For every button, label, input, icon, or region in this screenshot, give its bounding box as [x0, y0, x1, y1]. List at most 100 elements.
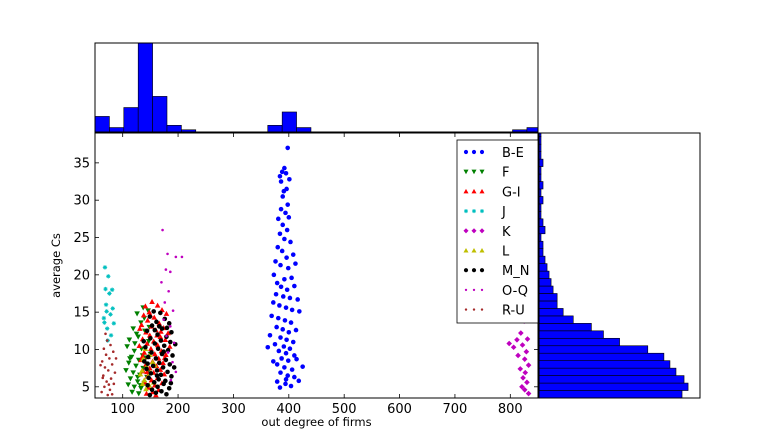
data-point	[525, 390, 532, 397]
data-point	[138, 322, 145, 328]
data-point	[154, 373, 160, 378]
data-point	[152, 351, 158, 357]
data-point	[171, 309, 175, 312]
data-point	[154, 368, 160, 373]
data-point	[157, 333, 164, 340]
data-point	[166, 321, 172, 326]
data-point	[289, 307, 295, 313]
data-point	[285, 358, 291, 363]
legend-marker	[464, 308, 468, 311]
data-point	[155, 384, 160, 390]
data-point	[160, 360, 166, 366]
data-point	[272, 341, 278, 347]
data-point	[104, 309, 109, 314]
data-point	[137, 371, 144, 377]
data-point	[154, 319, 159, 325]
data-point	[145, 354, 151, 360]
right-hist-bar	[538, 240, 544, 250]
data-point	[110, 363, 114, 366]
data-point	[133, 331, 140, 337]
data-point	[167, 289, 170, 293]
data-point	[109, 287, 115, 292]
top-hist-bar	[166, 125, 182, 133]
data-point	[136, 342, 143, 348]
data-point	[141, 359, 147, 364]
data-point	[105, 380, 108, 383]
data-point	[284, 186, 289, 192]
y-tick-label: 5	[82, 380, 90, 395]
data-point	[285, 265, 291, 271]
right-hist-bar	[538, 382, 689, 391]
data-point	[149, 298, 155, 304]
top-hist-bar	[123, 107, 139, 133]
data-point	[515, 352, 521, 359]
data-point	[106, 393, 110, 397]
data-point	[104, 326, 110, 331]
data-point	[284, 227, 290, 233]
data-point	[161, 343, 167, 349]
y-tick-label: 35	[73, 156, 90, 171]
data-point	[296, 378, 302, 384]
data-point	[287, 295, 293, 301]
data-point	[271, 359, 276, 364]
x-tick-label: 600	[387, 402, 412, 417]
data-point	[163, 301, 167, 304]
data-point	[145, 308, 151, 314]
data-point	[103, 302, 109, 307]
data-point	[290, 252, 296, 257]
top-hist-bar	[281, 111, 297, 133]
data-point	[277, 385, 283, 390]
legend-label: R-U	[502, 304, 525, 319]
data-point	[273, 291, 279, 297]
data-point	[143, 344, 148, 350]
y-tick-label: 25	[73, 231, 90, 246]
data-point	[295, 297, 300, 302]
data-point	[129, 389, 135, 395]
right-hist-bar	[538, 248, 544, 257]
right-hist-bar	[538, 196, 544, 205]
data-point	[138, 386, 144, 392]
right-hist-bar	[538, 330, 604, 339]
top-hist-bar	[526, 127, 539, 133]
data-point	[161, 381, 166, 387]
right-hist-bar	[538, 345, 649, 354]
data-point	[131, 348, 138, 354]
data-point	[283, 171, 289, 176]
data-point	[125, 382, 132, 388]
data-point	[519, 342, 526, 348]
data-point	[281, 344, 287, 349]
data-point	[103, 366, 107, 369]
data-point	[275, 315, 281, 321]
data-point	[149, 350, 154, 355]
data-point	[519, 384, 525, 390]
data-point	[130, 326, 137, 332]
legend-entry: B-E	[463, 146, 524, 161]
data-point	[514, 336, 520, 343]
data-point	[285, 145, 291, 151]
data-point	[144, 328, 150, 334]
data-point	[267, 332, 273, 338]
data-point	[521, 356, 528, 362]
data-point	[520, 375, 526, 381]
legend-marker	[463, 188, 469, 194]
right-hist-bar	[538, 285, 554, 294]
right-hist-bar	[538, 293, 558, 302]
data-point	[169, 374, 174, 379]
data-point	[282, 277, 287, 282]
data-point	[278, 206, 284, 212]
data-point	[165, 347, 171, 353]
data-point	[273, 259, 278, 264]
legend-marker	[479, 268, 485, 273]
data-point	[103, 286, 108, 292]
right-hist-bar	[538, 337, 620, 347]
data-point	[142, 303, 149, 309]
data-point	[285, 373, 291, 378]
axes: 100 200 300 400 500 600 700 800 5 10 15 20 25 30 35 out…	[49, 132, 539, 429]
data-point	[525, 362, 532, 368]
data-point	[132, 341, 138, 347]
right-hist-bar	[538, 308, 564, 317]
data-point	[279, 248, 285, 254]
data-point	[134, 379, 141, 385]
data-point	[145, 383, 150, 388]
